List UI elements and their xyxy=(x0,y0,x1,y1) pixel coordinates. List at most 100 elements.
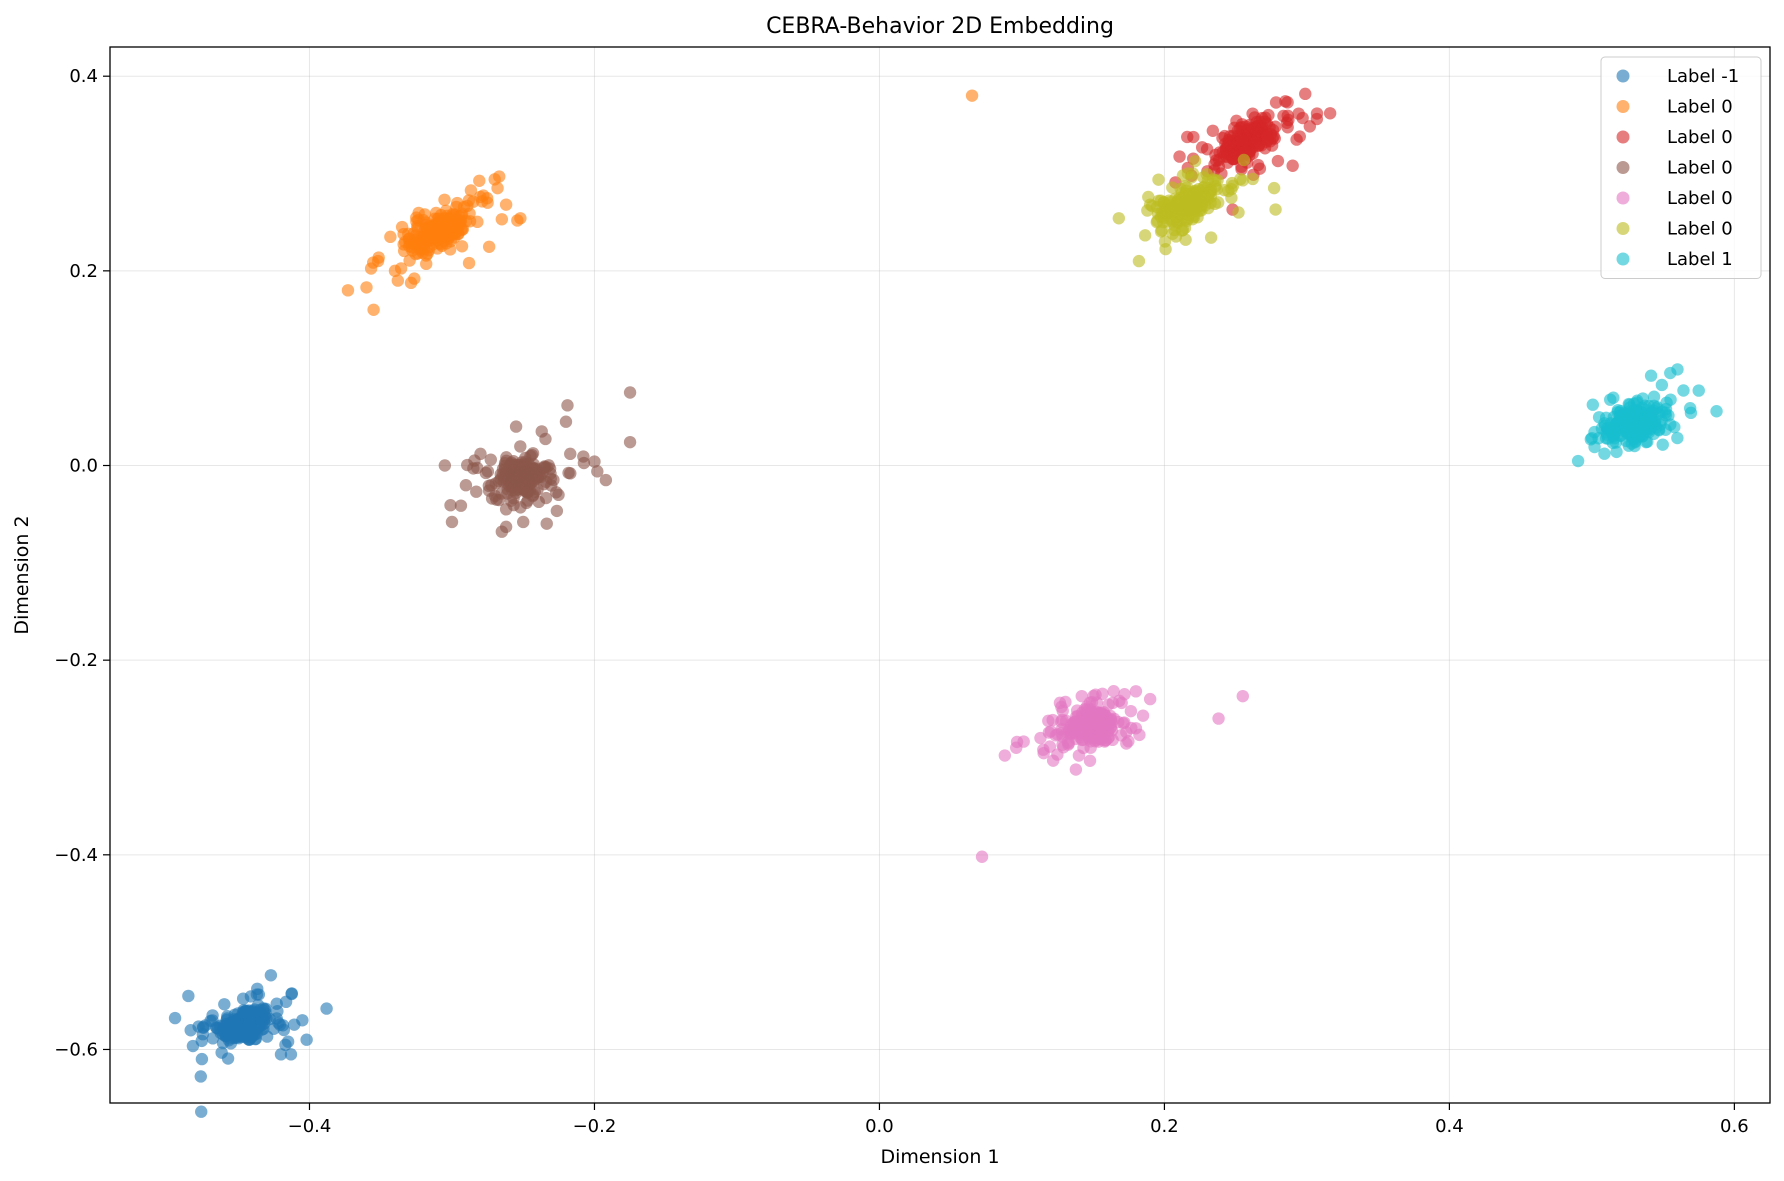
data-points xyxy=(168,87,1723,1118)
legend-label: Label -1 xyxy=(1667,66,1739,87)
x-tick-label: 0.6 xyxy=(1720,1116,1749,1137)
data-point xyxy=(462,194,476,207)
data-point xyxy=(1122,735,1135,748)
data-point xyxy=(1124,704,1138,718)
data-point xyxy=(1235,118,1249,131)
data-point xyxy=(1046,713,1059,727)
data-point xyxy=(455,209,468,222)
data-point xyxy=(1056,738,1069,752)
legend-label: Label 0 xyxy=(1667,127,1733,148)
data-point xyxy=(384,230,397,244)
legend-label: Label 1 xyxy=(1667,249,1733,270)
data-point xyxy=(1176,169,1190,182)
legend-marker xyxy=(1616,69,1630,83)
data-point xyxy=(274,1048,288,1061)
data-point xyxy=(1202,201,1215,215)
data-point xyxy=(1279,95,1292,108)
data-point xyxy=(515,482,528,496)
data-point xyxy=(1201,189,1215,202)
data-point xyxy=(1269,96,1283,109)
data-point xyxy=(484,453,497,466)
data-point xyxy=(474,447,487,461)
data-point xyxy=(1073,723,1087,736)
data-point xyxy=(1037,743,1050,756)
data-point xyxy=(300,1033,313,1046)
data-point xyxy=(1323,107,1337,120)
data-point xyxy=(367,303,380,316)
data-point xyxy=(1094,716,1107,729)
data-point xyxy=(277,1023,291,1037)
legend-label: Label 0 xyxy=(1667,158,1733,179)
data-point xyxy=(499,520,513,534)
data-point xyxy=(564,447,577,461)
data-point xyxy=(1118,688,1131,701)
data-point xyxy=(1010,741,1023,754)
legend-label: Label 0 xyxy=(1667,219,1733,240)
data-point xyxy=(591,465,604,478)
x-tick-label: 0.4 xyxy=(1435,1116,1464,1137)
data-point xyxy=(1132,254,1146,268)
data-point xyxy=(454,499,468,512)
data-point xyxy=(1249,136,1262,149)
data-point xyxy=(417,214,430,227)
data-point xyxy=(279,995,293,1009)
data-point xyxy=(1072,749,1086,762)
data-point xyxy=(433,221,446,234)
data-point xyxy=(206,1032,220,1045)
data-point xyxy=(1248,111,1261,124)
data-point xyxy=(182,989,195,1003)
data-point xyxy=(1204,231,1218,244)
data-point xyxy=(464,184,478,197)
data-point xyxy=(588,455,601,468)
data-point xyxy=(495,213,509,226)
data-point xyxy=(455,240,469,253)
data-point xyxy=(1186,167,1200,180)
data-point xyxy=(395,220,409,234)
data-point xyxy=(1200,168,1213,181)
data-point xyxy=(1293,130,1306,143)
data-point xyxy=(1644,369,1658,382)
data-point xyxy=(360,281,373,294)
data-point xyxy=(577,456,591,470)
data-point xyxy=(264,969,278,982)
data-point xyxy=(1152,194,1165,207)
data-point xyxy=(1102,698,1115,711)
data-point xyxy=(1206,124,1220,138)
data-point xyxy=(1129,685,1143,698)
y-tick-label: −0.6 xyxy=(54,1039,98,1060)
data-point xyxy=(1085,707,1098,720)
data-point xyxy=(216,1036,230,1050)
data-point xyxy=(1188,154,1202,168)
data-point xyxy=(1158,235,1172,248)
data-point xyxy=(1260,129,1273,142)
axis-ticks: −0.4 −0.2 0.0 0.2 0.4 0.6 −0.6 −0.4 −0.2 0.0 0.2 0.… xyxy=(54,66,1748,1137)
data-point xyxy=(1622,409,1635,422)
data-point xyxy=(467,462,480,475)
plot-frame xyxy=(109,46,1771,1104)
data-point xyxy=(1236,174,1249,187)
data-point xyxy=(251,998,265,1012)
data-point xyxy=(1710,405,1723,418)
data-point xyxy=(1173,150,1186,163)
series-4 xyxy=(975,685,1249,863)
data-point xyxy=(1664,418,1677,431)
data-point xyxy=(1211,174,1224,187)
data-point xyxy=(1299,87,1312,101)
series-2 xyxy=(1169,87,1337,216)
data-point xyxy=(1599,432,1613,445)
x-axis-label: Dimension 1 xyxy=(880,1146,999,1168)
data-point xyxy=(1069,763,1083,776)
data-point xyxy=(459,478,473,492)
data-point xyxy=(1271,154,1285,168)
data-point xyxy=(1151,214,1164,228)
data-point xyxy=(364,262,378,275)
data-point xyxy=(1684,406,1698,420)
data-point xyxy=(1262,108,1275,122)
y-tick-label: 0.4 xyxy=(69,66,98,87)
data-point xyxy=(1075,689,1088,703)
data-point xyxy=(1235,133,1249,147)
x-tick-label: 0.0 xyxy=(865,1116,894,1137)
data-point xyxy=(1677,384,1690,397)
